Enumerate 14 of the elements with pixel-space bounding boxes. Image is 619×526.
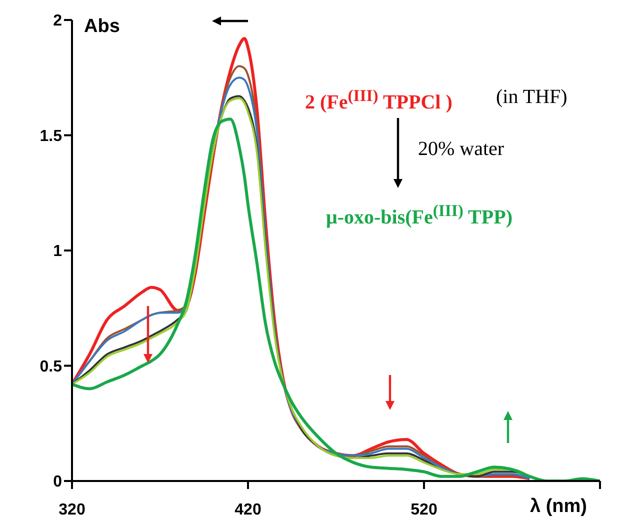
- y-tick-label: 2: [53, 12, 62, 30]
- y-axis-title: Abs: [84, 16, 120, 38]
- x-tick-label: 320: [58, 501, 86, 518]
- x-tick-label: 420: [234, 501, 262, 518]
- y-tick-label: 0: [53, 474, 62, 491]
- x-tick-label: 520: [410, 501, 438, 518]
- y-tick-label: 0.5: [40, 358, 62, 376]
- annotation: 2 (Fe$^{(III)}$ TPPCl ): [305, 86, 452, 115]
- x-axis-title: λ (nm): [530, 496, 587, 518]
- annotation: (in THF): [496, 86, 568, 109]
- y-tick-label: 1: [53, 243, 62, 260]
- annotation: 20% water: [418, 138, 504, 161]
- y-tick-label: 1.5: [40, 128, 62, 145]
- annotation: μ-oxo-bis(Fe$^{(III)}$ TPP): [326, 201, 512, 230]
